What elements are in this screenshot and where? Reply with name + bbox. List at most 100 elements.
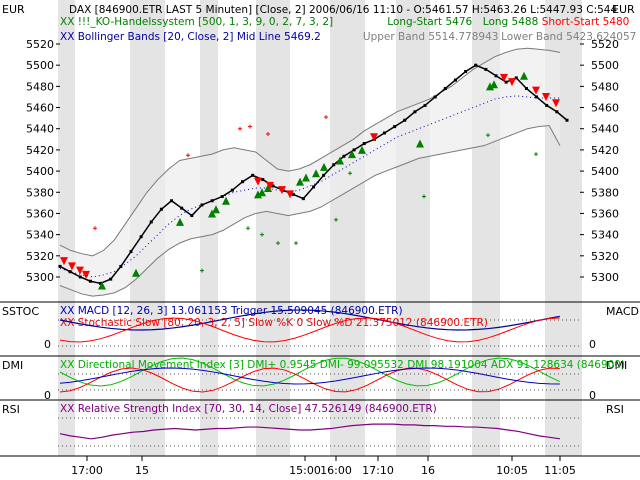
trade-plus-marker bbox=[324, 115, 328, 120]
price-point bbox=[413, 110, 417, 114]
price-point bbox=[504, 80, 508, 84]
long-signal-marker bbox=[212, 205, 220, 214]
short-signal-marker bbox=[76, 266, 84, 275]
short-signal-marker bbox=[542, 92, 550, 101]
trade-plus-marker bbox=[534, 152, 538, 157]
y-tick-label-right: 5520 bbox=[591, 38, 619, 51]
x-tick-label: 11:05 bbox=[544, 464, 576, 477]
y-tick-label-left: 5440 bbox=[26, 123, 54, 136]
subpanel-zero-left: 0 bbox=[44, 389, 51, 402]
currency-right: EUR bbox=[612, 3, 635, 16]
price-point bbox=[322, 173, 326, 177]
price-point bbox=[200, 203, 204, 207]
price-point bbox=[241, 180, 245, 184]
trade-plus-marker bbox=[294, 241, 298, 246]
long-signal-marker bbox=[176, 217, 184, 226]
price-point bbox=[180, 206, 184, 210]
y-tick-label-left: 5360 bbox=[26, 207, 54, 220]
x-tick-label: 15 bbox=[135, 464, 149, 477]
long-signal-marker bbox=[336, 156, 344, 165]
price-point bbox=[403, 118, 407, 122]
y-tick-label-right: 5400 bbox=[591, 165, 619, 178]
short-signal-marker bbox=[552, 99, 560, 108]
legend-entry: XX Bollinger Bands [20, Close, 2] Mid Li… bbox=[60, 31, 321, 43]
price-point bbox=[433, 95, 437, 99]
trade-plus-marker bbox=[348, 171, 352, 176]
y-tick-label-right: 5480 bbox=[591, 80, 619, 93]
subpanel-zero-left: 0 bbox=[44, 338, 51, 351]
y-tick-label-right: 5420 bbox=[591, 144, 619, 157]
session-band bbox=[430, 0, 472, 456]
bollinger-mid-line bbox=[59, 95, 560, 278]
price-point bbox=[301, 197, 305, 201]
legend-entry: Upper Band 5514.778943 bbox=[363, 31, 499, 43]
price-point bbox=[291, 192, 295, 196]
price-point bbox=[524, 86, 528, 90]
price-point bbox=[78, 275, 82, 279]
short-signal-marker bbox=[508, 78, 516, 87]
short-signal-marker bbox=[370, 133, 378, 142]
short-signal-marker bbox=[254, 177, 262, 186]
macd-line bbox=[59, 309, 560, 331]
long-signal-marker bbox=[132, 268, 140, 277]
x-tick-label: 17:00 bbox=[71, 464, 103, 477]
y-tick-label-left: 5420 bbox=[26, 144, 54, 157]
price-point bbox=[352, 148, 356, 152]
price-point bbox=[210, 199, 214, 203]
short-signal-marker bbox=[500, 73, 508, 82]
session-band bbox=[330, 0, 365, 456]
long-signal-marker bbox=[264, 184, 272, 193]
rsi-line bbox=[59, 423, 561, 440]
bollinger-lower-line bbox=[59, 125, 561, 297]
price-point bbox=[382, 131, 386, 135]
price-point bbox=[139, 235, 143, 239]
long-signal-marker bbox=[98, 281, 106, 290]
legend-entry: Long 5488 bbox=[483, 16, 538, 28]
price-point bbox=[474, 63, 478, 67]
subpanel-legend: XX Directional Movement Index [3] DMI+ 0… bbox=[60, 359, 625, 371]
short-signal-marker bbox=[266, 181, 274, 190]
trade-plus-marker bbox=[246, 226, 250, 231]
y-tick-label-left: 5520 bbox=[26, 38, 54, 51]
price-point bbox=[159, 207, 163, 211]
subpanel-right-label: RSI bbox=[606, 403, 624, 416]
legend-entry: Lower Band 5423.624057 bbox=[501, 31, 636, 43]
trade-plus-marker bbox=[260, 232, 264, 237]
y-tick-label-right: 5440 bbox=[591, 123, 619, 136]
price-point bbox=[494, 74, 498, 78]
y-tick-label-left: 5500 bbox=[26, 59, 54, 72]
price-point bbox=[464, 70, 468, 74]
y-tick-label-right: 5500 bbox=[591, 59, 619, 72]
long-signal-marker bbox=[302, 173, 310, 182]
long-signal-marker bbox=[254, 190, 262, 199]
long-signal-marker bbox=[222, 196, 230, 205]
price-point bbox=[119, 264, 123, 268]
price-point bbox=[393, 125, 397, 129]
trade-plus-marker bbox=[200, 268, 204, 273]
long-signal-marker bbox=[486, 82, 494, 91]
bollinger-fill bbox=[60, 48, 560, 297]
y-tick-label-left: 5300 bbox=[26, 271, 54, 284]
subpanel-zero-right: 0 bbox=[589, 338, 596, 351]
price-point bbox=[443, 86, 447, 90]
price-point bbox=[58, 264, 62, 268]
long-signal-marker bbox=[416, 139, 424, 148]
price-point bbox=[545, 103, 549, 107]
x-tick-label: 16:00 bbox=[320, 464, 352, 477]
long-signal-marker bbox=[296, 177, 304, 186]
legend-entry: Short-Start 5480 bbox=[542, 16, 630, 28]
long-signal-marker bbox=[258, 188, 266, 197]
y-tick-label-left: 5340 bbox=[26, 229, 54, 242]
long-signal-marker bbox=[312, 169, 320, 178]
price-point bbox=[362, 142, 366, 146]
y-tick-label-right: 5300 bbox=[591, 271, 619, 284]
session-band bbox=[58, 0, 75, 456]
subpanel-right-label: DMI bbox=[606, 359, 627, 372]
trade-plus-marker bbox=[422, 194, 426, 199]
short-signal-marker bbox=[286, 190, 294, 199]
subpanel-zero-right: 0 bbox=[589, 389, 596, 402]
long-signal-marker bbox=[320, 162, 328, 171]
y-tick-label-right: 5460 bbox=[591, 102, 619, 115]
price-point bbox=[251, 173, 255, 177]
